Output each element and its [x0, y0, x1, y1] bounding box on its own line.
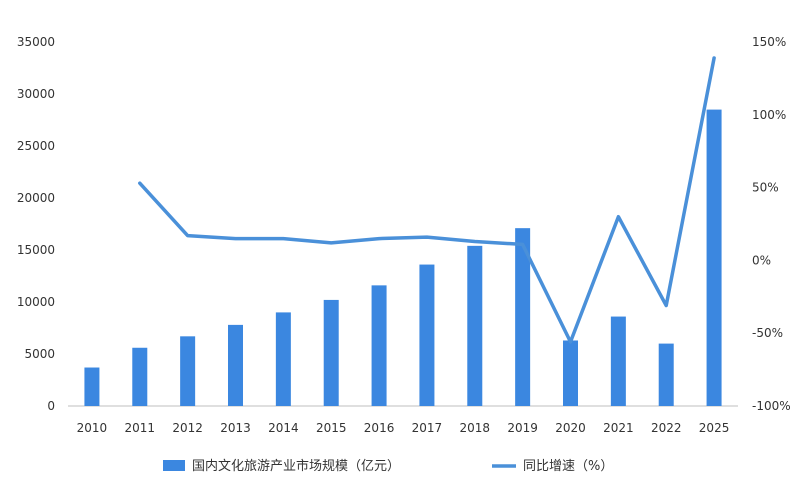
- bar: [467, 245, 483, 406]
- right-axis-ticks: -100% -50% 0% 50% 100% 150%: [752, 35, 791, 413]
- x-tick-label: 2025: [699, 421, 730, 435]
- bar: [84, 367, 100, 406]
- bar: [419, 264, 435, 406]
- bar: [323, 299, 339, 406]
- left-tick-label: 0: [47, 399, 55, 413]
- right-tick-label: -100%: [752, 399, 791, 413]
- bar: [515, 228, 531, 406]
- legend-bar-label: 国内文化旅游产业市场规模（亿元）: [192, 458, 400, 474]
- x-tick-label: 2021: [603, 421, 634, 435]
- x-tick-label: 2012: [172, 421, 203, 435]
- x-tick-label: 2013: [220, 421, 251, 435]
- x-tick-label: 2019: [507, 421, 538, 435]
- legend-line-label: 同比增速（%）: [523, 459, 613, 474]
- left-axis-ticks: 0 5000 10000 15000 20000 25000 30000 35000: [17, 35, 55, 413]
- left-tick-label: 30000: [17, 87, 55, 101]
- bar: [275, 312, 291, 406]
- right-tick-label: 100%: [752, 108, 786, 122]
- bar-series: [84, 109, 722, 406]
- left-tick-label: 10000: [17, 295, 55, 309]
- left-tick-label: 5000: [24, 347, 55, 361]
- bar: [563, 340, 578, 406]
- x-tick-label: 2010: [77, 421, 108, 435]
- left-tick-label: 15000: [17, 243, 55, 257]
- left-tick-label: 20000: [17, 191, 55, 205]
- x-tick-label: 2020: [555, 421, 586, 435]
- x-tick-label: 2011: [125, 421, 156, 435]
- bar: [180, 336, 196, 406]
- x-axis-labels: 2010 2011 2012 2013 2014 2015 2016 2017 2018 2019…: [77, 421, 730, 435]
- x-tick-label: 2018: [460, 421, 491, 435]
- right-tick-label: 0%: [752, 253, 771, 267]
- right-tick-label: -50%: [752, 326, 783, 340]
- right-tick-label: 150%: [752, 35, 786, 49]
- bar: [228, 324, 243, 406]
- bar: [658, 343, 674, 406]
- legend-bar-swatch: [163, 460, 185, 471]
- x-tick-label: 2014: [268, 421, 299, 435]
- bar: [132, 347, 148, 406]
- legend: 国内文化旅游产业市场规模（亿元） 同比增速（%）: [163, 458, 613, 474]
- bar: [706, 109, 722, 406]
- x-tick-label: 2017: [412, 421, 443, 435]
- bar: [610, 316, 626, 406]
- x-tick-label: 2022: [651, 421, 682, 435]
- bar: [371, 285, 387, 406]
- x-tick-label: 2015: [316, 421, 347, 435]
- left-tick-label: 35000: [17, 35, 55, 49]
- left-tick-label: 25000: [17, 139, 55, 153]
- right-tick-label: 50%: [752, 181, 779, 195]
- growth-rate-line: [138, 56, 716, 344]
- x-tick-label: 2016: [364, 421, 395, 435]
